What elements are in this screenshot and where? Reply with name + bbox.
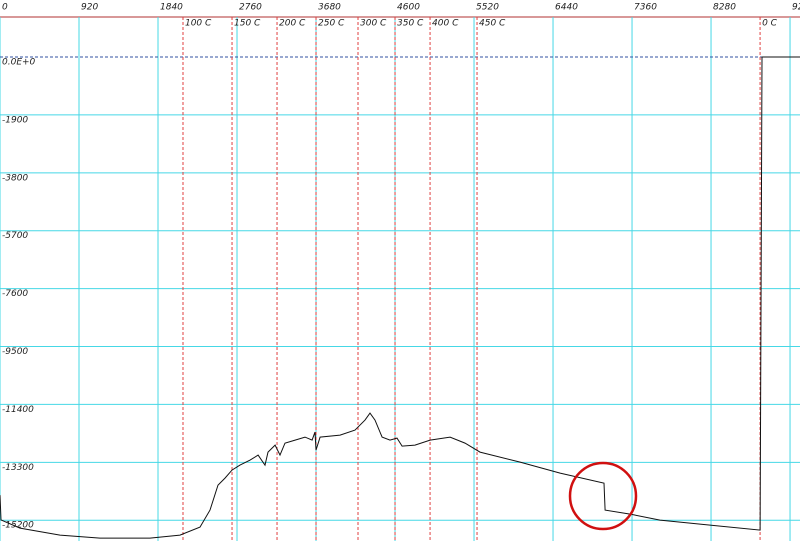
x-tick-label: 6440: [555, 3, 578, 13]
x-tick-label: 920: [81, 3, 98, 13]
x-tick-label: 4600: [397, 3, 420, 13]
temperature-label: 450 C: [479, 19, 506, 29]
highlight-circle: [568, 461, 638, 531]
x-tick-label: 9200: [792, 3, 800, 13]
temperature-label: 400 C: [432, 19, 459, 29]
temperature-label: 100 C: [185, 19, 212, 29]
temperature-label: 0 C: [762, 19, 778, 29]
y-tick-label: 0.0E+0: [2, 58, 36, 68]
y-tick-label: -11400: [2, 405, 34, 415]
x-tick-label: 3680: [318, 3, 341, 13]
temperature-label: 350 C: [397, 19, 424, 29]
temperature-label: 300 C: [360, 19, 387, 29]
x-tick-label: 1840: [160, 3, 183, 13]
temperature-label: 250 C: [318, 19, 345, 29]
y-tick-label: -15200: [2, 521, 34, 531]
y-tick-label: -5700: [2, 231, 28, 241]
y-tick-label: -3800: [2, 173, 28, 183]
x-tick-label: 0: [2, 3, 8, 13]
x-tick-label: 2760: [239, 3, 262, 13]
y-tick-label: -1900: [2, 115, 28, 125]
x-tick-label: 8280: [713, 3, 736, 13]
temperature-label: 150 C: [234, 19, 261, 29]
temperature-label: 200 C: [279, 19, 306, 29]
y-tick-label: -9500: [2, 347, 28, 357]
x-tick-label: 7360: [634, 3, 657, 13]
x-tick-label: 5520: [476, 3, 499, 13]
data-line: [0, 56, 800, 539]
y-tick-label: -7600: [2, 289, 28, 299]
y-tick-label: -13300: [2, 463, 34, 473]
